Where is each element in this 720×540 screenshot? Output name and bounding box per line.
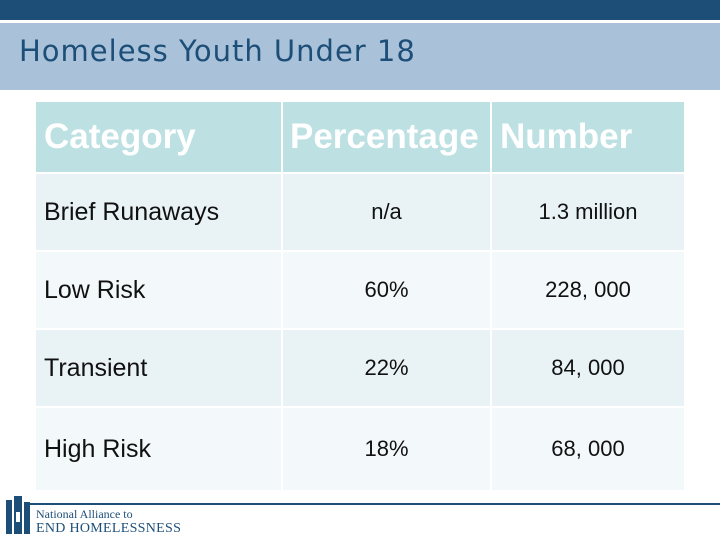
- title-band: [0, 23, 720, 90]
- header-category: Category: [36, 102, 281, 172]
- row-1-category: Brief Runaways: [36, 174, 281, 250]
- slide-title: Homeless Youth Under 18: [19, 34, 416, 68]
- row-4-number: 68, 000: [492, 408, 684, 490]
- row-1-number: 1.3 million: [492, 174, 684, 250]
- row-4-category: High Risk: [36, 408, 281, 490]
- row-3-percentage: 22%: [283, 330, 490, 406]
- header-percentage: Percentage: [283, 102, 490, 172]
- house-logo-icon: [6, 496, 30, 534]
- row-1-percentage: n/a: [283, 174, 490, 250]
- top-band-divider: [0, 20, 720, 23]
- header-number: Number: [492, 102, 684, 172]
- row-3-category: Transient: [36, 330, 281, 406]
- row-2-category: Low Risk: [36, 252, 281, 328]
- data-table: Category Percentage Number Brief Runaway…: [36, 102, 684, 490]
- footer-divider: [30, 503, 720, 505]
- logo-line-2: END HOMELESSNESS: [36, 521, 182, 536]
- row-3-number: 84, 000: [492, 330, 684, 406]
- row-4-percentage: 18%: [283, 408, 490, 490]
- row-2-percentage: 60%: [283, 252, 490, 328]
- logo-line-1: National Alliance to: [36, 507, 133, 521]
- top-band: [0, 0, 720, 20]
- row-2-number: 228, 000: [492, 252, 684, 328]
